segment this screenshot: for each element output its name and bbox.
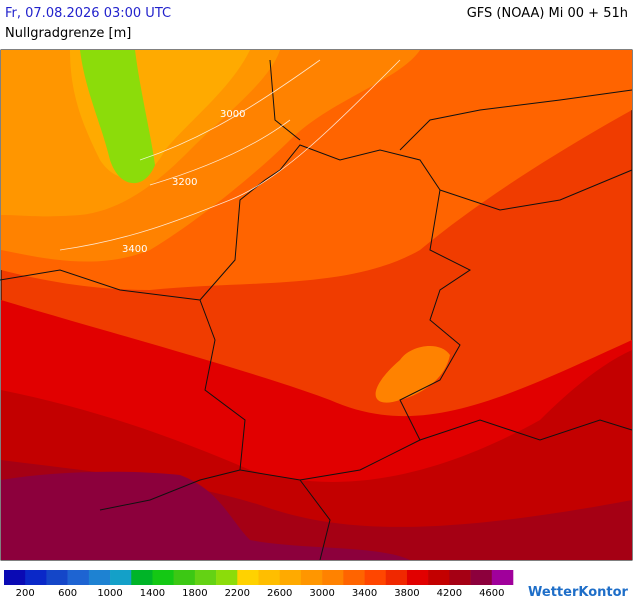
legend-swatch <box>343 570 365 585</box>
legend-swatch <box>25 570 47 585</box>
model-run: GFS (NOAA) Mi 00 + 51h <box>466 6 628 21</box>
legend-swatch <box>449 570 471 585</box>
legend-swatch <box>4 570 26 585</box>
border <box>299 479 331 561</box>
legend-label: 200 <box>16 588 35 599</box>
zone <box>1 471 410 560</box>
coast <box>269 59 301 141</box>
datetime: Fr, 07.08.2026 03:00 UTC <box>5 6 172 21</box>
legend-swatch <box>258 570 281 585</box>
legend-swatch <box>88 570 111 585</box>
legend-label: 600 <box>58 588 77 599</box>
border <box>199 144 471 481</box>
legend-swatch <box>131 570 153 585</box>
contour-label: 3000 <box>220 109 245 120</box>
legend-swatch <box>110 570 132 585</box>
isoline <box>59 59 401 251</box>
legend-swatch <box>470 570 493 585</box>
legend-label: 2200 <box>225 588 250 599</box>
legend-swatch <box>216 570 238 585</box>
legend-label: 1400 <box>140 588 165 599</box>
legend-swatch <box>67 570 90 585</box>
zone <box>80 50 155 184</box>
isolines <box>59 59 401 251</box>
legend-swatch <box>237 570 259 585</box>
contour-label: 3200 <box>172 177 197 188</box>
legend-label: 4600 <box>479 588 504 599</box>
legend-label: 3800 <box>394 588 419 599</box>
brand: WetterKontor <box>528 585 629 600</box>
legend-swatch <box>152 570 174 585</box>
borders <box>0 59 633 561</box>
legend-swatch <box>364 570 387 585</box>
isoline <box>149 119 291 186</box>
legend-label: 3400 <box>352 588 377 599</box>
legend-swatch <box>322 570 344 585</box>
legend-swatch <box>385 570 408 585</box>
legend-label: 1000 <box>97 588 122 599</box>
legend-label: 4200 <box>437 588 462 599</box>
legend-label: 3000 <box>309 588 334 599</box>
parameter: Nullgradgrenze [m] <box>5 26 132 41</box>
border <box>419 419 633 441</box>
coast <box>399 89 633 151</box>
legend-swatch <box>279 570 302 585</box>
legend-swatch <box>300 570 323 585</box>
legend-swatch <box>46 570 68 585</box>
isoline <box>139 59 321 161</box>
zone <box>375 345 450 403</box>
legend-label: 2600 <box>267 588 292 599</box>
legend-label: 1800 <box>182 588 207 599</box>
border <box>99 469 241 511</box>
legend-swatch <box>173 570 196 585</box>
border <box>0 269 201 301</box>
border <box>439 169 633 211</box>
contour-label: 3400 <box>122 244 147 255</box>
legend-swatch <box>428 570 450 585</box>
legend-swatch <box>406 570 429 585</box>
legend-swatch <box>194 570 217 585</box>
legend-swatch <box>491 570 514 585</box>
